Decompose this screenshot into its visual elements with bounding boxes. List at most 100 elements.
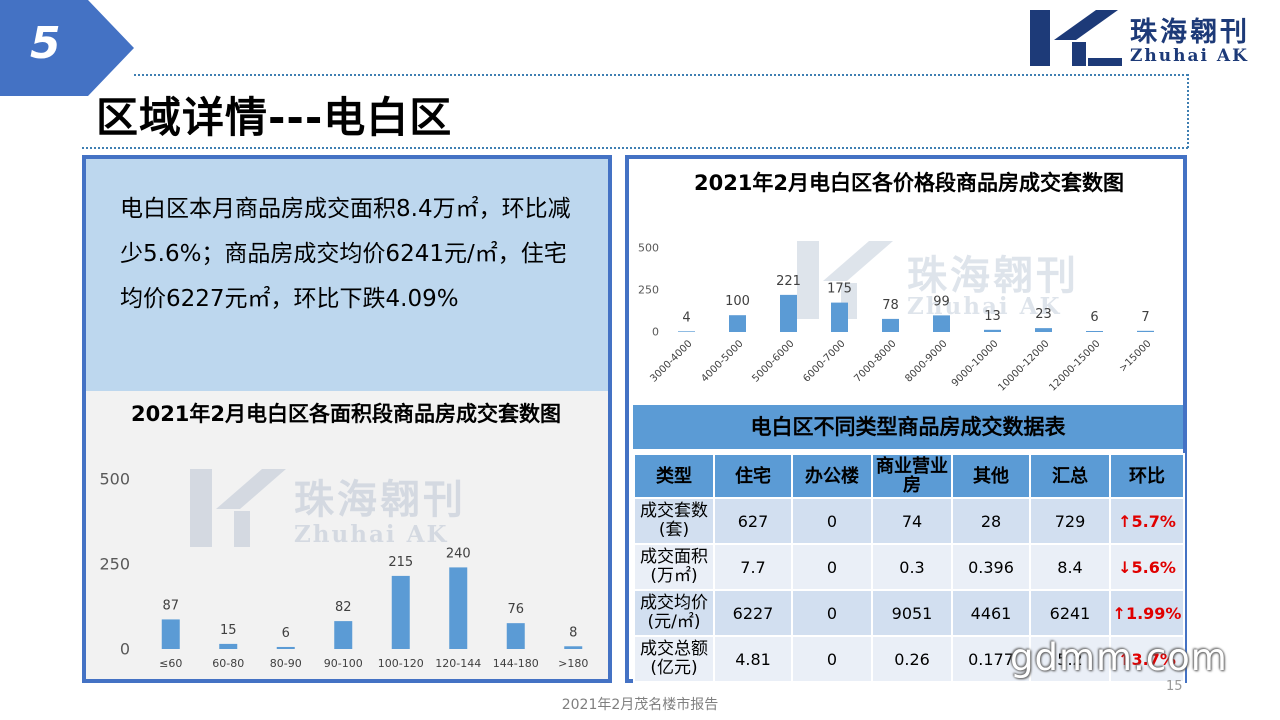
x-tick-label: 144-180 xyxy=(493,657,539,670)
x-tick-label: 90-100 xyxy=(324,657,363,670)
data-label: 87 xyxy=(162,598,179,613)
table-header-cell: 汇总 xyxy=(1029,453,1111,499)
bar xyxy=(161,619,180,649)
bar xyxy=(276,646,295,649)
x-tick-label: 6000-7000 xyxy=(801,338,847,384)
bar xyxy=(933,315,950,332)
table-cell: 7.7 xyxy=(713,543,793,591)
section-badge: 5 xyxy=(0,0,134,96)
table-header-cell: 商业营业房 xyxy=(871,453,953,499)
table-cell: 6227 xyxy=(713,589,793,637)
table-cell: 0 xyxy=(791,543,873,591)
y-tick-label: 500 xyxy=(99,469,130,488)
area-chart-title: 2021年2月电白区各面积段商品房成交套数图 xyxy=(130,402,562,426)
header-dotted-border xyxy=(134,74,1188,76)
change-cell: ↓5.6% xyxy=(1109,543,1185,591)
bar xyxy=(334,621,353,649)
table-cell: 0.3 xyxy=(871,543,953,591)
bar xyxy=(882,318,899,332)
change-cell: ↑1.99% xyxy=(1109,589,1185,637)
table-title: 电白区不同类型商品房成交数据表 xyxy=(750,415,1066,439)
bar xyxy=(219,643,238,649)
data-label: 175 xyxy=(827,282,852,297)
x-tick-label: 8000-9000 xyxy=(903,338,949,384)
x-tick-label: 3000-4000 xyxy=(648,338,694,384)
data-label: 6 xyxy=(1090,310,1098,325)
x-tick-label: 80-90 xyxy=(270,657,302,670)
x-tick-label: ≤60 xyxy=(159,657,182,670)
x-tick-label: 100-120 xyxy=(378,657,424,670)
y-tick-label: 250 xyxy=(99,554,130,573)
data-label: 76 xyxy=(507,602,524,617)
table-header-cell: 办公楼 xyxy=(791,453,873,499)
table-header-row: 类型 住宅 办公楼 商业营业房 其他 汇总 环比 xyxy=(633,453,1185,499)
bar xyxy=(780,294,797,332)
page-title: 区域详情---电白区 xyxy=(96,93,453,142)
data-label: 23 xyxy=(1035,307,1052,322)
table-header-cell: 住宅 xyxy=(713,453,793,499)
table-row: 成交套数(套) 627 0 74 28 729 ↑5.7% xyxy=(633,497,1185,545)
x-tick-label: 7000-8000 xyxy=(852,338,898,384)
bar xyxy=(678,331,695,332)
table-cell: 0.26 xyxy=(871,635,953,683)
x-tick-label: 60-80 xyxy=(212,657,244,670)
row-label: 成交均价(元/㎡) xyxy=(633,589,715,637)
y-tick-label: 0 xyxy=(652,326,659,339)
data-label: 7 xyxy=(1141,310,1149,325)
price-bar-chart: 0 250 500 4 3000-4000 100 4000-5000 221 5000-600… xyxy=(638,242,1154,394)
bar xyxy=(729,315,746,332)
summary-text: 电白区本月商品房成交面积8.4万㎡，环比减少5.6%；商品房成交均价6241元/… xyxy=(120,196,571,312)
x-tick-label: 10000-12000 xyxy=(996,338,1051,393)
table-cell: 0.177 xyxy=(951,635,1031,683)
data-label: 221 xyxy=(776,274,801,289)
table-cell: 8.4 xyxy=(1029,543,1111,591)
data-label: 215 xyxy=(388,555,413,570)
bar xyxy=(984,329,1001,332)
footer-text: 2021年2月茂名楼市报告 xyxy=(561,697,719,713)
bar xyxy=(564,646,583,649)
left-panel: 电白区本月商品房成交面积8.4万㎡，环比减少5.6%；商品房成交均价6241元/… xyxy=(82,155,612,683)
data-label: 15 xyxy=(220,623,237,638)
badge-arrow-shape xyxy=(0,0,134,96)
x-tick-label: 4000-5000 xyxy=(699,338,745,384)
data-label: 78 xyxy=(882,298,899,313)
row-label: 成交套数(套) xyxy=(633,497,715,545)
table-cell: 0 xyxy=(791,589,873,637)
bar xyxy=(831,302,848,332)
y-tick-label: 250 xyxy=(638,284,659,297)
data-label: 6 xyxy=(282,626,290,641)
y-tick-label: 500 xyxy=(638,242,659,255)
table-cell: 627 xyxy=(713,497,793,545)
x-tick-label: >180 xyxy=(558,657,588,670)
bar xyxy=(1035,328,1052,332)
price-chart-title: 2021年2月电白区各价格段商品房成交套数图 xyxy=(693,171,1125,195)
section-number: 5 xyxy=(30,18,61,69)
bar xyxy=(1137,330,1154,332)
bar xyxy=(449,567,468,649)
table-cell: 0 xyxy=(791,635,873,683)
table-cell: 0 xyxy=(791,497,873,545)
table-cell: 9051 xyxy=(871,589,953,637)
x-tick-label: 5000-6000 xyxy=(750,338,796,384)
logo-name-cn: 珠海翱刊 xyxy=(1130,17,1250,48)
data-label: 82 xyxy=(335,600,352,615)
transaction-table: 类型 住宅 办公楼 商业营业房 其他 汇总 环比 成交套数(套) 627 0 7… xyxy=(633,453,1185,683)
change-cell: ↑3.7% xyxy=(1109,635,1185,683)
table-cell: 6241 xyxy=(1029,589,1111,637)
table-row: 成交总额(亿元) 4.81 0 0.26 0.177 5.2 ↑3.7% xyxy=(633,635,1185,683)
bar xyxy=(506,623,525,649)
table-cell: 5.2 xyxy=(1029,635,1111,683)
change-cell: ↑5.7% xyxy=(1109,497,1185,545)
area-bar-chart: 0 250 500 87 ≤60 15 60-80 6 80-90 82 90-100 215 100-… xyxy=(99,469,588,670)
table-header-cell: 其他 xyxy=(951,453,1031,499)
bar xyxy=(1086,330,1103,332)
data-label: 99 xyxy=(933,294,950,309)
x-tick-label: 9000-10000 xyxy=(950,338,1001,389)
zhuhai-ak-logo-icon xyxy=(1030,10,1122,66)
y-tick-label: 0 xyxy=(120,639,130,658)
x-tick-label: 120-144 xyxy=(435,657,481,670)
table-row: 成交面积(万㎡) 7.7 0 0.3 0.396 8.4 ↓5.6% xyxy=(633,543,1185,591)
logo: 珠海翱刊 Zhuhai AK xyxy=(1026,6,1276,70)
